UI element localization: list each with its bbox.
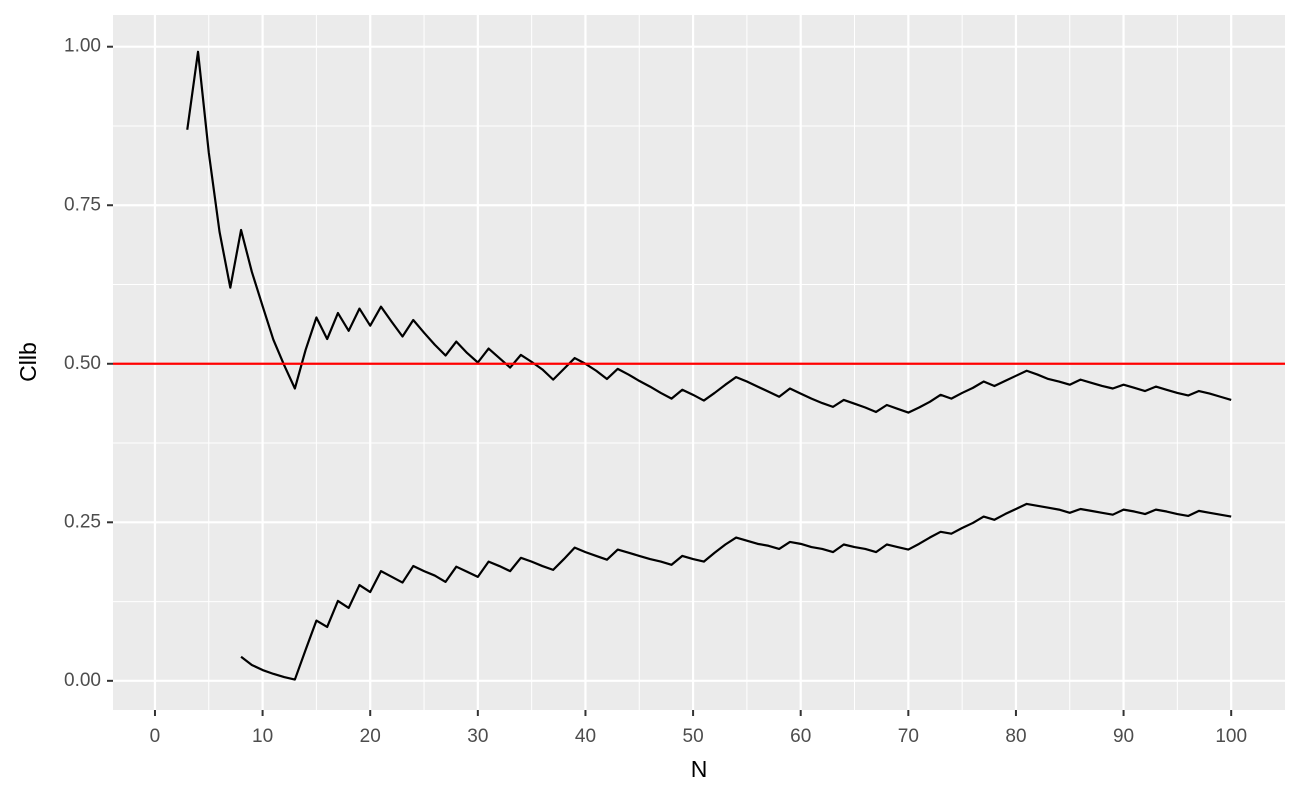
x-tick-label: 0: [150, 726, 161, 747]
x-tick-label: 40: [575, 726, 596, 747]
x-tick-label: 20: [360, 726, 381, 747]
x-tick-label: 90: [1113, 726, 1134, 747]
line: [240, 502, 1232, 681]
x-tick-label: 80: [1005, 726, 1026, 747]
x-tick-label: 60: [790, 726, 811, 747]
x-tick-label: 50: [683, 726, 704, 747]
y-tick-label: 1.00: [64, 36, 101, 57]
x-tick-label: 30: [467, 726, 488, 747]
x-tick-label: 100: [1215, 726, 1247, 747]
y-tick-label: 0.25: [64, 511, 101, 532]
x-axis-title: N: [691, 756, 708, 782]
y-tick-label: 0.00: [64, 670, 101, 691]
y-tick-label: 0.50: [64, 353, 101, 374]
y-tick-label: 0.75: [64, 194, 101, 215]
x-tick-label: 70: [898, 726, 919, 747]
x-tick-label: 10: [252, 726, 273, 747]
line: [186, 50, 1232, 414]
panel: [113, 15, 1285, 710]
y-axis-title: Cllb: [15, 342, 41, 382]
